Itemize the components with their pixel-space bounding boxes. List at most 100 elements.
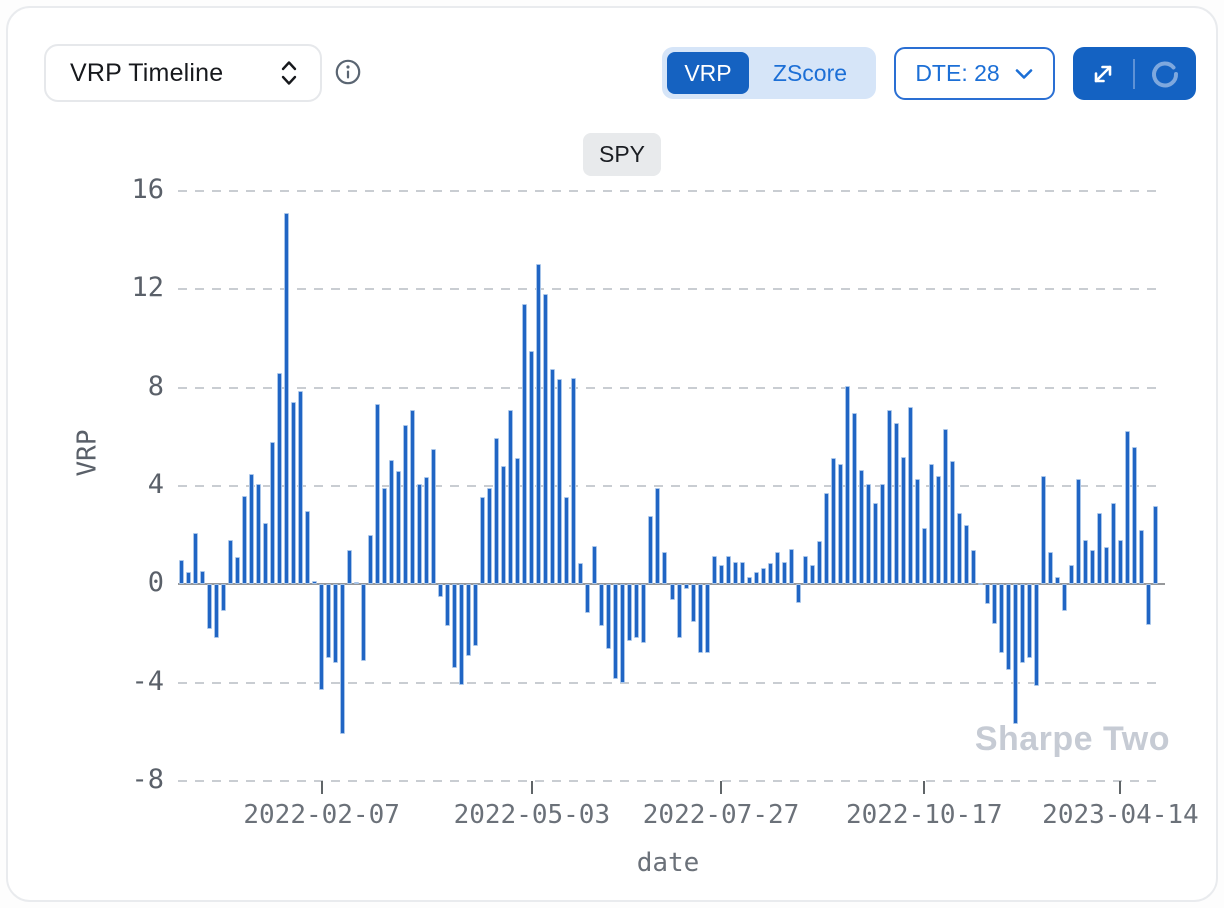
bar[interactable] [1026,584,1032,659]
bar[interactable] [207,584,213,629]
bar[interactable] [718,564,724,585]
bar[interactable] [683,584,689,590]
bar[interactable] [487,488,493,585]
bar[interactable] [900,456,906,585]
bar[interactable] [256,483,262,585]
bar[interactable] [704,584,710,654]
bar[interactable] [1096,513,1102,585]
bar[interactable] [1047,552,1053,585]
bar[interactable] [459,584,465,686]
bar[interactable] [550,369,556,585]
bar[interactable] [445,584,451,627]
bar[interactable] [1068,564,1074,585]
bar[interactable] [186,572,191,585]
bar[interactable] [291,402,297,585]
bar[interactable] [389,460,395,585]
bar[interactable] [305,510,311,585]
bar[interactable] [802,556,808,585]
chart-actions-button[interactable] [1073,47,1196,100]
bar[interactable] [438,584,444,597]
bar[interactable] [746,576,752,585]
bar[interactable] [690,584,696,623]
bar[interactable] [480,497,486,585]
bar[interactable] [179,559,184,585]
bar[interactable] [1061,584,1067,612]
bar[interactable] [235,557,241,585]
bar[interactable] [326,584,332,659]
metric-selector[interactable]: VRP Timeline [44,44,322,102]
bar[interactable] [893,423,899,585]
bar[interactable] [277,372,283,585]
bar[interactable] [823,493,829,585]
bar[interactable] [319,584,325,691]
bar[interactable] [865,483,871,585]
bar[interactable] [837,463,843,585]
bar[interactable] [312,580,318,585]
bar[interactable] [361,584,367,661]
bar[interactable] [1054,576,1060,585]
bar[interactable] [1124,430,1130,585]
bar[interactable] [942,429,948,585]
bar[interactable] [914,478,920,585]
bar[interactable] [522,304,528,585]
bar[interactable] [375,403,381,585]
info-icon[interactable] [335,59,361,85]
bar[interactable] [585,584,591,613]
bar[interactable] [1103,547,1109,585]
bar[interactable] [242,495,248,585]
dte-dropdown[interactable]: DTE: 28 [894,47,1055,100]
bar[interactable] [613,584,619,679]
bar[interactable] [1138,530,1144,585]
bar[interactable] [473,584,479,646]
bar[interactable] [977,583,983,586]
loading-spinner-icon[interactable] [1149,58,1181,90]
bar[interactable] [529,350,535,585]
bar[interactable] [648,515,654,585]
bar[interactable] [627,584,633,641]
bar[interactable] [347,549,353,585]
bar[interactable] [214,584,220,639]
bar[interactable] [1131,446,1137,585]
bar[interactable] [417,483,423,585]
bar[interactable] [809,564,815,585]
toggle-vrp-button[interactable]: VRP [667,52,749,94]
bar[interactable] [991,584,997,624]
bar[interactable] [760,568,766,585]
bar[interactable] [1005,584,1011,671]
bar[interactable] [767,563,773,585]
bar[interactable] [970,549,976,585]
bar[interactable] [410,409,416,585]
bar[interactable] [662,552,668,585]
bar[interactable] [1033,584,1039,687]
bar[interactable] [956,513,962,585]
bar[interactable] [928,463,934,585]
bar[interactable] [564,497,570,585]
bar[interactable] [452,584,458,668]
bar[interactable] [711,556,717,585]
bar[interactable] [333,584,339,663]
bar[interactable] [1152,505,1158,585]
bar[interactable] [998,584,1004,654]
bar[interactable] [907,407,913,585]
bar[interactable] [1019,584,1025,663]
bar[interactable] [599,584,605,627]
bar[interactable] [963,525,969,585]
bar[interactable] [935,476,941,585]
bar[interactable] [921,527,927,585]
bar[interactable] [466,584,472,656]
bar[interactable] [368,535,374,585]
bar[interactable] [571,377,577,585]
bar[interactable] [340,584,346,735]
bar[interactable] [501,466,507,585]
bar[interactable] [830,457,836,585]
bar[interactable] [200,570,206,585]
bar[interactable] [879,483,885,585]
bar[interactable] [620,584,626,683]
bar[interactable] [284,213,290,585]
bar[interactable] [697,584,703,654]
bar[interactable] [676,584,682,639]
bar[interactable] [515,457,521,585]
bar[interactable] [431,449,437,585]
bar[interactable] [858,470,864,585]
bar[interactable] [788,548,794,585]
